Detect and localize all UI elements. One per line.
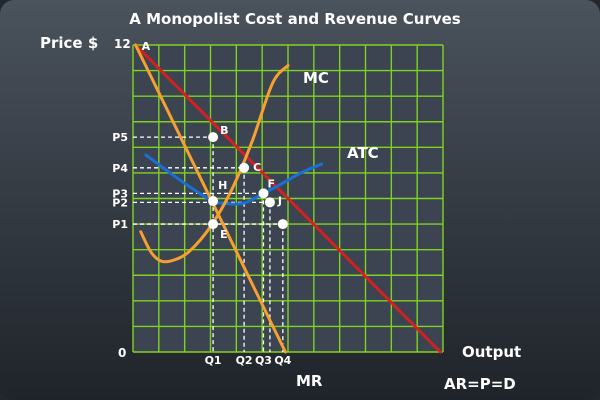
series-label-mr: MR <box>296 372 323 390</box>
point-label-e: E <box>220 228 228 241</box>
y-top-label: 12 <box>114 37 131 51</box>
series-label-ar-p-d: AR=P=D <box>444 375 516 393</box>
y-tick-label-p2: P2 <box>112 196 128 209</box>
point-marker-b <box>208 132 219 143</box>
point-marker-q4 <box>277 219 288 230</box>
series-labels: MC ATC MR AR=P=D <box>296 69 516 393</box>
x-tick-label-q3: Q3 <box>255 354 272 367</box>
y-tick-label-p3: P3 <box>112 187 128 200</box>
series-line-atc <box>144 153 324 206</box>
y-tick-label-p1: P1 <box>112 218 128 231</box>
x-tick-label-q4: Q4 <box>274 354 291 367</box>
point-marker-c <box>239 162 250 173</box>
point-label-h: H <box>218 179 227 192</box>
x-tick-label-q1: Q1 <box>205 354 222 367</box>
point-label-a: A <box>142 40 151 53</box>
point-marker-f <box>258 188 269 199</box>
x-tick-label-q2: Q2 <box>236 354 253 367</box>
point-marker-e <box>208 219 219 230</box>
series-line-mc <box>139 63 290 264</box>
point-label-j: J <box>277 194 282 207</box>
series-label-mc: MC <box>303 69 329 87</box>
point-label-b: B <box>220 124 228 137</box>
chart-title: A Monopolist Cost and Revenue Curves <box>129 10 461 28</box>
point-layer: A B C H FJ E <box>142 40 288 241</box>
y-axis-label: Price $ <box>40 34 98 52</box>
x-axis-label: Output <box>462 343 521 361</box>
guide-lines <box>133 136 284 352</box>
point-marker-j <box>264 197 275 208</box>
point-label-c: C <box>253 161 261 174</box>
y-tick-label-p5: P5 <box>112 131 128 144</box>
point-marker-h <box>208 196 219 207</box>
series-label-atc: ATC <box>347 144 379 162</box>
point-label-f: F <box>267 177 275 190</box>
y-tick-label-p4: P4 <box>112 162 128 175</box>
series-line-ar-p-d <box>134 43 442 354</box>
origin-label: 0 <box>118 346 126 360</box>
